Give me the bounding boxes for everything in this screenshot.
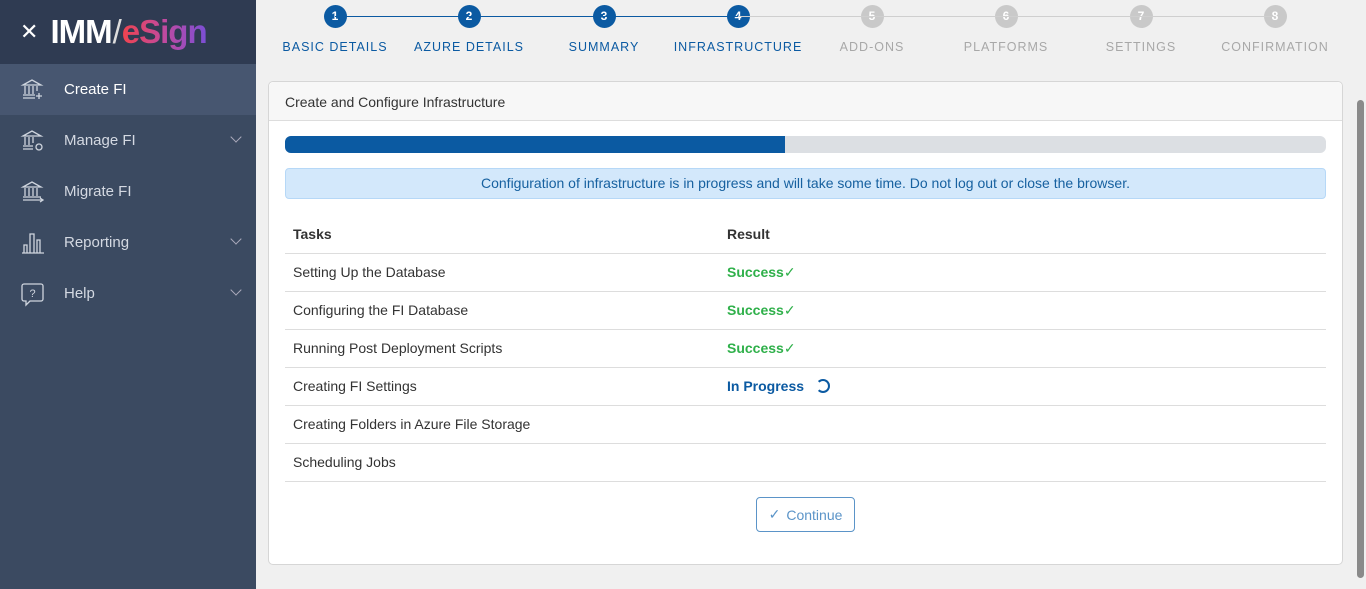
- chevron-down-icon[interactable]: [230, 131, 242, 143]
- step-azure-details[interactable]: 2AZURE DETAILS: [402, 5, 536, 54]
- stepper: 1BASIC DETAILS2AZURE DETAILS3SUMMARY4INF…: [256, 0, 1354, 70]
- sidebar-item-create-fi[interactable]: Create FI: [0, 64, 256, 115]
- progress-bar: [285, 136, 1326, 153]
- sidebar-item-manage-fi[interactable]: Manage FI: [0, 115, 256, 166]
- step-basic-details[interactable]: 1BASIC DETAILS: [268, 5, 402, 54]
- result-text: Success: [727, 339, 784, 356]
- bar-chart-icon: [22, 232, 44, 254]
- task-result: [719, 443, 1326, 482]
- table-row: Creating Folders in Azure File Storage: [285, 405, 1326, 444]
- table-row: Configuring the FI Database Success✓: [285, 291, 1326, 330]
- step-connector: [469, 16, 604, 17]
- step-confirmation[interactable]: 8 CONFIRMATION: [1208, 5, 1342, 54]
- task-name: Configuring the FI Database: [285, 291, 719, 330]
- scrollbar[interactable]: [1354, 0, 1366, 589]
- table-row: Running Post Deployment Scripts Success✓: [285, 329, 1326, 368]
- step-label: SUMMARY: [568, 40, 640, 54]
- check-icon: ✓: [768, 506, 781, 522]
- step-label: AZURE DETAILS: [413, 40, 524, 54]
- logo: IMM / eSign: [50, 13, 208, 50]
- step-summary[interactable]: 3SUMMARY: [537, 5, 671, 54]
- sidebar-item-reporting[interactable]: Reporting: [0, 217, 256, 268]
- logo-left: IMM: [50, 13, 112, 50]
- check-icon: ✓: [783, 339, 796, 356]
- step-label: BASIC DETAILS: [282, 40, 388, 54]
- scrollbar-thumb[interactable]: [1357, 100, 1364, 578]
- sidebar-item-help[interactable]: ? Help: [0, 268, 256, 319]
- chevron-down-icon[interactable]: [230, 284, 242, 296]
- info-alert: Configuration of infrastructure is in pr…: [285, 168, 1326, 199]
- step-infrastructure[interactable]: 4INFRASTRUCTURE: [671, 5, 805, 54]
- chevron-down-icon[interactable]: [230, 233, 242, 245]
- task-name: Creating Folders in Azure File Storage: [285, 405, 719, 444]
- bank-plus-icon: [20, 78, 44, 99]
- sidebar-item-label: Reporting: [64, 234, 130, 251]
- bank-gear-icon: [20, 129, 44, 151]
- step-label: INFRASTRUCTURE: [673, 40, 803, 54]
- step-connector: [1006, 16, 1141, 17]
- step-label: CONFIRMATION: [1221, 40, 1329, 54]
- card-title: Create and Configure Infrastructure: [269, 82, 1342, 121]
- step-platforms[interactable]: 6PLATFORMS: [939, 5, 1073, 54]
- continue-button[interactable]: ✓ Continue: [756, 497, 855, 532]
- header-tasks: Tasks: [285, 215, 719, 254]
- task-result: Success✓: [719, 291, 1326, 330]
- task-name: Setting Up the Database: [285, 253, 719, 292]
- sidebar-item-migrate-fi[interactable]: Migrate FI: [0, 166, 256, 217]
- infrastructure-card: Create and Configure Infrastructure Conf…: [268, 81, 1343, 565]
- sidebar-item-label: Migrate FI: [64, 183, 132, 200]
- sidebar-item-label: Help: [64, 285, 95, 302]
- check-icon: ✓: [783, 263, 796, 280]
- svg-text:?: ?: [29, 288, 35, 300]
- sidebar-item-label: Manage FI: [64, 132, 136, 149]
- tasks-table: Tasks Result Setting Up the Database Succ…: [285, 215, 1326, 482]
- sidebar-item-label: Create FI: [64, 81, 127, 98]
- brand-header: ✕ IMM / eSign: [0, 0, 256, 64]
- check-icon: ✓: [783, 301, 796, 318]
- task-name: Creating FI Settings: [285, 367, 719, 406]
- result-text: In Progress: [727, 378, 805, 394]
- step-label: ADD-ONS: [839, 40, 905, 54]
- task-result: In Progress: [719, 367, 1326, 406]
- task-result: Success✓: [719, 329, 1326, 368]
- step-number: 8: [1263, 5, 1287, 28]
- result-text: Success: [727, 301, 784, 318]
- step-label: PLATFORMS: [963, 40, 1049, 54]
- main-content: 1BASIC DETAILS2AZURE DETAILS3SUMMARY4INF…: [256, 0, 1354, 589]
- task-result: [719, 405, 1326, 444]
- step-connector: [872, 16, 1006, 17]
- table-row: Setting Up the Database Success✓: [285, 253, 1326, 292]
- task-name: Running Post Deployment Scripts: [285, 329, 719, 368]
- spinner-icon: [816, 379, 831, 393]
- table-row: Scheduling Jobs: [285, 443, 1326, 482]
- header-result: Result: [719, 215, 1326, 254]
- step-settings[interactable]: 7SETTINGS: [1074, 5, 1208, 54]
- step-connector: [604, 16, 738, 17]
- step-label: SETTINGS: [1105, 40, 1177, 54]
- step-connector: [738, 16, 872, 17]
- table-row: Creating FI Settings In Progress: [285, 367, 1326, 406]
- step-add-ons[interactable]: 5ADD-ONS: [805, 5, 939, 54]
- step-connector: [335, 16, 469, 17]
- help-bubble-icon: ?: [21, 282, 44, 307]
- bank-arrow-icon: [20, 180, 45, 203]
- progress-fill: [285, 136, 785, 153]
- sidebar: ✕ IMM / eSign Create FI Manage FI Migrate FI…: [0, 0, 256, 589]
- logo-right: eSign: [121, 13, 208, 50]
- task-result: Success✓: [719, 253, 1326, 292]
- close-icon[interactable]: ✕: [20, 19, 39, 44]
- result-text: Success: [727, 263, 784, 280]
- step-connector: [1141, 16, 1275, 17]
- task-name: Scheduling Jobs: [285, 443, 719, 482]
